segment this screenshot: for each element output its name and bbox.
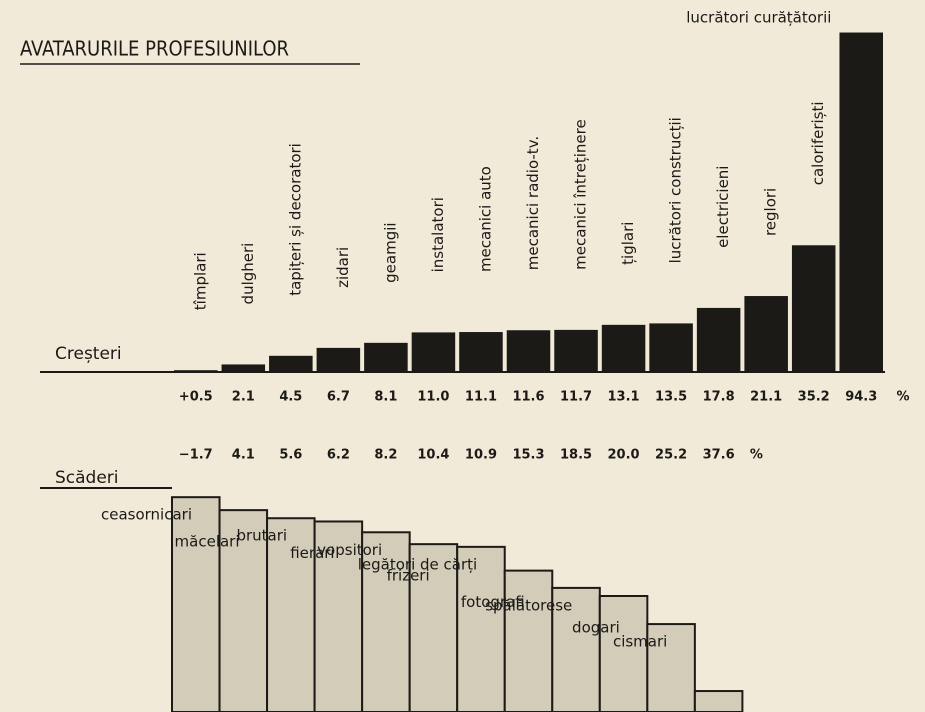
unit-label: % <box>896 390 909 405</box>
category-label: lucrători curățătorii <box>686 9 831 27</box>
bar <box>602 325 646 372</box>
value-label: 10.9 <box>465 448 497 463</box>
increase-label: Creșteri <box>55 344 122 364</box>
value-label: 4.1 <box>232 448 255 463</box>
value-label: 13.5 <box>655 390 687 405</box>
category-label: tapițeri și decoratori <box>286 143 304 296</box>
category-label: dulgheri <box>239 243 257 305</box>
value-label: 10.4 <box>417 448 449 463</box>
category-label: reglori <box>762 188 780 236</box>
value-label: 20.0 <box>608 448 640 463</box>
category-label: lucrători construcții <box>667 117 685 263</box>
bar <box>317 348 361 372</box>
value-label: 17.8 <box>703 390 735 405</box>
category-label: mecanici auto <box>476 166 494 272</box>
category-label: tîmplari <box>191 252 209 310</box>
bar <box>174 370 218 372</box>
value-label: 11.1 <box>465 390 497 405</box>
value-label: 5.6 <box>279 448 302 463</box>
bar <box>697 308 741 372</box>
value-label: 11.0 <box>417 390 449 405</box>
unit-label: % <box>750 448 763 463</box>
value-label: 6.2 <box>327 448 350 463</box>
bar <box>269 356 313 372</box>
bar <box>222 364 266 372</box>
category-label: geamgii <box>381 222 399 282</box>
bar <box>554 330 598 372</box>
value-label: −1.7 <box>179 448 213 463</box>
bar <box>744 296 788 372</box>
bar <box>792 245 836 372</box>
category-label: electricieni <box>714 166 732 248</box>
bar <box>839 33 883 372</box>
value-label: 13.1 <box>608 390 640 405</box>
value-label: 6.7 <box>327 390 350 405</box>
category-label: caloriferiști <box>809 101 827 185</box>
category-label: mecanici întreținere <box>572 119 590 270</box>
category-label: brutari <box>236 527 287 545</box>
value-label: +0.5 <box>179 390 213 405</box>
stair-step <box>505 571 553 712</box>
category-label: cismari <box>613 633 667 651</box>
value-label: 11.7 <box>560 390 592 405</box>
bar <box>412 332 456 372</box>
chart-title: AVATARURILE PROFESIUNILOR <box>20 37 289 61</box>
value-label: 4.5 <box>279 390 302 405</box>
value-label: 8.2 <box>374 448 397 463</box>
value-label: 2.1 <box>232 390 255 405</box>
chart: AVATARURILE PROFESIUNILOR Creșteri Scăde… <box>0 0 925 712</box>
category-label: zidari <box>334 247 352 288</box>
category-label: mecanici radio-tv. <box>524 136 542 270</box>
category-label: ceasornicari <box>101 506 192 524</box>
value-label: 8.1 <box>374 390 397 405</box>
value-label: 94.3 <box>845 390 877 405</box>
bar <box>459 332 503 372</box>
value-label: 11.6 <box>512 390 544 405</box>
value-label: 18.5 <box>560 448 592 463</box>
value-label: 15.3 <box>512 448 544 463</box>
category-label: instalatori <box>429 197 447 272</box>
category-label: măcelari <box>175 533 240 551</box>
stair-step <box>695 691 743 712</box>
bar <box>507 330 551 372</box>
value-label: 21.1 <box>750 390 782 405</box>
bar <box>364 343 408 372</box>
stair-step <box>600 596 648 712</box>
category-label: țiglari <box>619 222 637 265</box>
value-label: 25.2 <box>655 448 687 463</box>
decrease-label: Scăderi <box>55 468 119 488</box>
bar <box>649 323 693 372</box>
value-label: 37.6 <box>703 448 735 463</box>
value-label: 35.2 <box>798 390 830 405</box>
category-label: legători de cărți <box>358 555 477 573</box>
category-label: spălătorese <box>485 596 572 614</box>
stair-step <box>172 497 220 712</box>
